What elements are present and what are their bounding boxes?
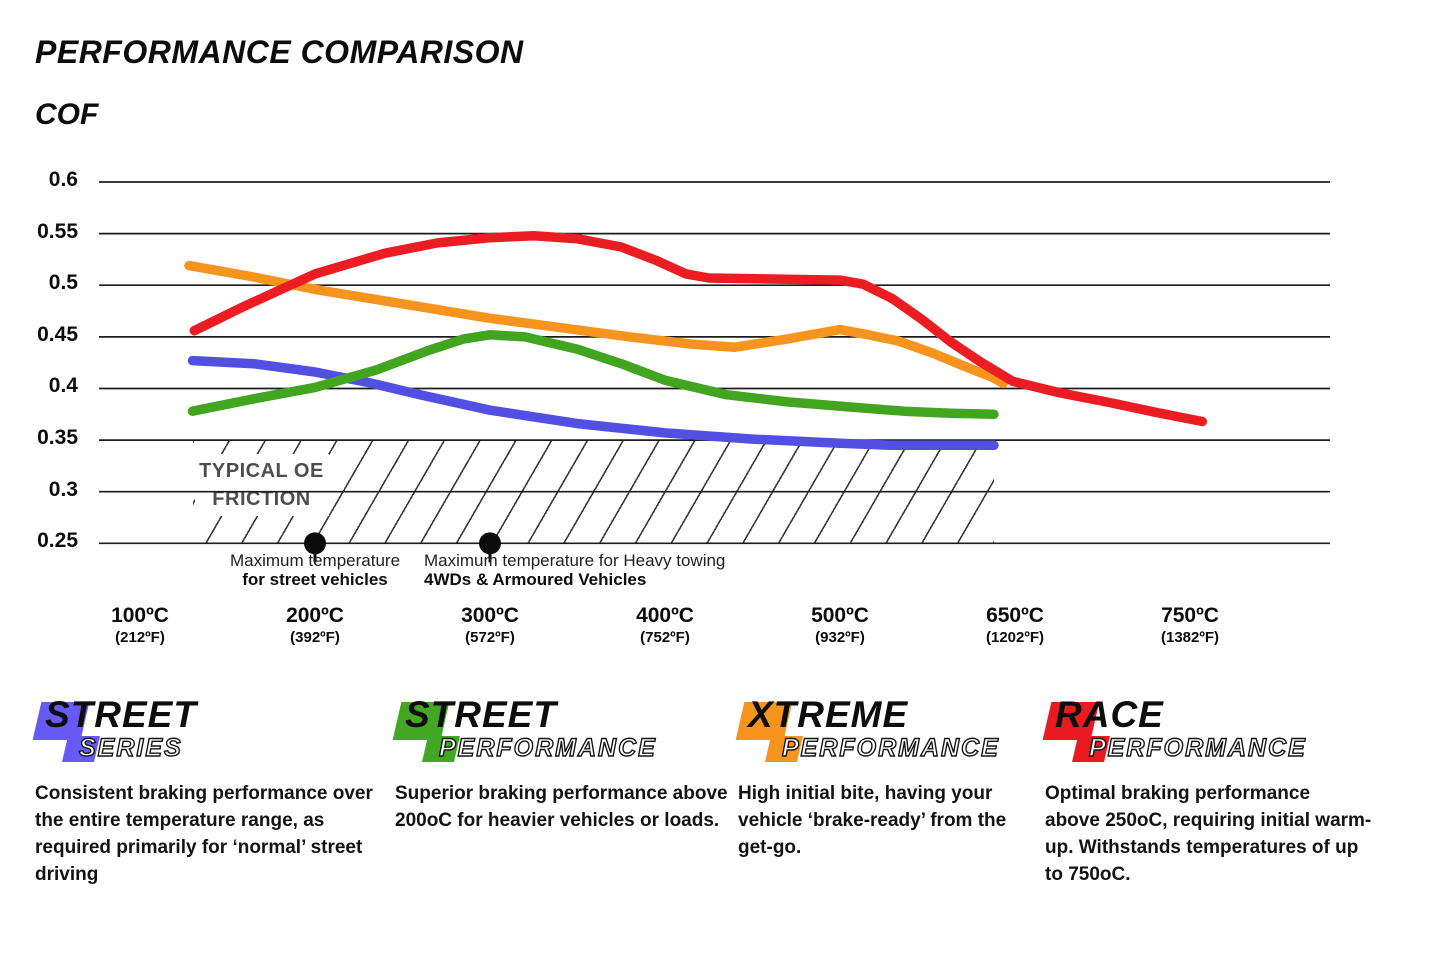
street-performance-logo: STREET PERFORMANCE bbox=[392, 694, 747, 774]
series-line-race-performance bbox=[189, 230, 1208, 427]
annotation-line1: Maximum temperature bbox=[229, 551, 401, 570]
x-tick-label: 400ºC (752ºF) bbox=[636, 604, 694, 646]
annotation-marker-dot bbox=[304, 532, 326, 555]
y-axis-title: COF bbox=[35, 98, 99, 131]
y-tick-label: 0.35 bbox=[37, 426, 78, 450]
logo-word2: PERFORMANCE bbox=[1088, 733, 1307, 762]
y-tick-label: 0.45 bbox=[37, 322, 78, 346]
x-tick-label: 300ºC (572ºF) bbox=[461, 604, 519, 646]
logo-word1: STREET bbox=[405, 694, 557, 735]
x-tick-label: 750ºC (1382ºF) bbox=[1160, 604, 1219, 646]
x-tick-label: 100ºC (212ºF) bbox=[111, 604, 169, 646]
logo-word2: SERIES bbox=[78, 733, 183, 762]
logo-word1: RACE bbox=[1055, 694, 1164, 735]
legend-description: Optimal braking performance above 250oC,… bbox=[1045, 783, 1372, 885]
annotation-line1: Maximum temperature for Heavy towing bbox=[424, 551, 726, 570]
annotation-line2: for street vehicles bbox=[242, 570, 388, 589]
series-line-street-performance bbox=[187, 330, 999, 420]
performance-comparison-chart bbox=[99, 181, 1330, 563]
oe-band-label: TYPICAL OE FRICTION bbox=[194, 454, 329, 517]
y-tick-label: 0.5 bbox=[48, 271, 78, 295]
xtreme-performance-logo: XTREME PERFORMANCE bbox=[735, 694, 1048, 774]
legend-description: Consistent braking performance over the … bbox=[35, 783, 373, 885]
page-title: PERFORMANCE COMPARISON bbox=[35, 34, 524, 70]
logo-word1: XTREME bbox=[748, 694, 909, 735]
legend-column-street-performance: STREET PERFORMANCE Superior braking perf… bbox=[392, 694, 747, 834]
logo-word2: PERFORMANCE bbox=[781, 733, 1000, 762]
annotation-line2: 4WDs & Armoured Vehicles bbox=[424, 570, 647, 589]
legend-description: Superior braking performance above 200oC… bbox=[395, 783, 728, 831]
x-tick-label: 650ºC (1202ºF) bbox=[985, 604, 1044, 646]
series-line-xtreme-performance bbox=[184, 260, 1009, 389]
annotation-max-temp-heavy-towing: Maximum temperature for Heavy towing 4WD… bbox=[424, 551, 764, 589]
annotation-marker-dot bbox=[479, 532, 501, 555]
annotation-max-temp-street: Maximum temperature for street vehicles bbox=[210, 551, 420, 589]
x-tick-label: 500ºC (932ºF) bbox=[811, 604, 869, 646]
y-tick-label: 0.3 bbox=[48, 477, 78, 501]
x-tick-label: 200ºC (392ºF) bbox=[286, 604, 344, 646]
y-tick-label: 0.25 bbox=[37, 529, 78, 553]
logo-word1: STREET bbox=[45, 694, 197, 735]
legend-column-xtreme-performance: XTREME PERFORMANCE High initial bite, ha… bbox=[735, 694, 1048, 861]
race-performance-logo: RACE PERFORMANCE bbox=[1042, 694, 1397, 774]
legend-description: High initial bite, having your vehicle ‘… bbox=[738, 783, 1007, 858]
series-line-street-series bbox=[187, 355, 999, 451]
y-tick-label: 0.55 bbox=[37, 219, 78, 243]
y-tick-label: 0.4 bbox=[48, 374, 78, 398]
logo-word2: PERFORMANCE bbox=[438, 733, 657, 762]
legend-column-race-performance: RACE PERFORMANCE Optimal braking perform… bbox=[1042, 694, 1397, 888]
street-series-logo: STREET SERIES bbox=[32, 694, 387, 774]
y-tick-label: 0.6 bbox=[48, 168, 78, 191]
legend-column-street-series: STREET SERIES Consistent braking perform… bbox=[32, 694, 387, 888]
